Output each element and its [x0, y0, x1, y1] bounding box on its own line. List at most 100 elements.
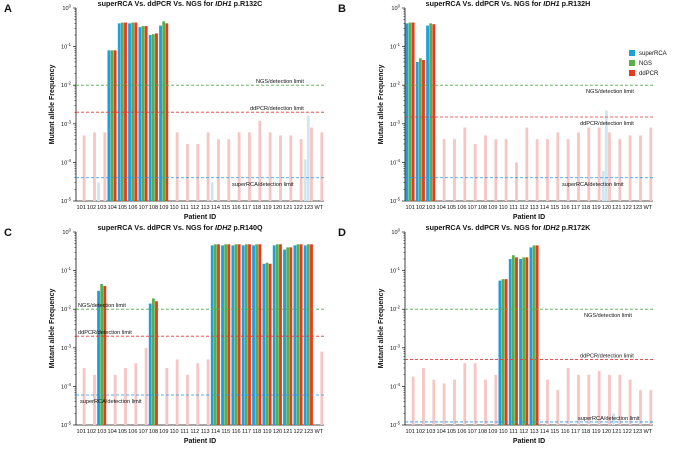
x-tick-label: 112 [190, 205, 199, 211]
y-tick-label: 100 [62, 4, 71, 13]
bar-ddpcr-115 [556, 132, 560, 201]
bar-superrca-104 [107, 50, 111, 201]
bar-ddpcr-120 [279, 135, 282, 201]
x-tick-label: 105 [118, 205, 127, 211]
x-tick-label: 112 [519, 205, 528, 211]
bar-ngs-102 [418, 58, 422, 201]
bar-ngs-117 [244, 244, 248, 425]
bar-superrca-119 [262, 263, 266, 425]
y-tick-label: 10-1 [61, 42, 72, 51]
panel-label: C [4, 227, 12, 239]
chart-title: superRCA Vs. ddPCR Vs. NGS for IDH2 p.R1… [97, 223, 263, 232]
bar-ddpcr-110 [175, 359, 179, 425]
x-tick-label: 103 [97, 205, 106, 211]
x-tick-label: 112 [519, 429, 528, 435]
x-tick-label: 115 [550, 429, 559, 435]
bar-ddpcr-110 [175, 132, 179, 201]
x-tick-label: 111 [180, 429, 189, 435]
bar-ngs-114 [213, 244, 217, 425]
bar-ddpcr-123 [639, 390, 642, 425]
detection-limit-label: ddPCR/detection limit [580, 353, 634, 359]
bar-superrca-114 [210, 245, 214, 425]
bar-ddpcr-113 [535, 245, 539, 425]
bar-ddpcr-111 [515, 162, 518, 201]
x-tick-label: 108 [149, 205, 158, 211]
x-tick-label: 114 [540, 205, 549, 211]
x-tick-label: 115 [221, 429, 230, 435]
x-tick-label: 111 [509, 205, 518, 211]
bar-ddpcr-103 [103, 285, 107, 425]
bar-ddpcr-108 [484, 379, 487, 425]
bar-ngs-103 [429, 23, 433, 201]
bar-ddpcr-102 [93, 374, 96, 425]
x-tick-label: 102 [416, 205, 425, 211]
bar-superrca-103 [97, 290, 100, 425]
legend-swatch-ddpcr [629, 70, 635, 76]
x-tick-label: 111 [509, 429, 518, 435]
bar-ddpcr-118 [258, 120, 262, 201]
bar-ddpcr-117 [248, 132, 251, 201]
bar-ddpcr-114 [546, 139, 549, 201]
bar-ddpcr-111 [515, 257, 518, 425]
bar-superrca-112 [519, 258, 522, 425]
x-tick-label: WT [314, 429, 323, 435]
bar-ddpcr-WT [320, 132, 324, 201]
x-tick-label: 103 [426, 205, 435, 211]
bar-ddpcr-120 [279, 244, 282, 425]
title-mutation: p.R132C [232, 0, 263, 8]
y-tick-label: 10-3 [61, 119, 72, 128]
title-prefix: superRCA Vs. ddPCR Vs. NGS for [426, 0, 544, 8]
bar-ddpcr-WT [320, 351, 324, 425]
x-tick-label: 115 [221, 205, 230, 211]
y-tick-label: 100 [391, 228, 400, 237]
bar-ddpcr-106 [134, 22, 138, 202]
y-tick-label: 10-2 [390, 305, 401, 314]
bar-superrca-103 [97, 182, 100, 201]
detection-limit-label: NGS/detection limit [256, 79, 304, 85]
bar-ddpcr-107 [473, 143, 477, 201]
x-tick-label: 121 [283, 429, 292, 435]
bar-superrca-107 [138, 27, 142, 201]
x-tick-label: 104 [436, 205, 445, 211]
y-tick-label: 10-5 [390, 421, 401, 430]
bar-ddpcr-122 [299, 139, 303, 201]
bar-superrca-108 [148, 34, 152, 202]
bar-ngs-123 [306, 244, 310, 425]
x-tick-label: 122 [293, 205, 302, 211]
bar-ddpcr-103 [103, 132, 107, 201]
bar-ddpcr-122 [628, 379, 632, 425]
x-tick-label: 104 [436, 429, 445, 435]
bar-ddpcr-115 [227, 244, 231, 425]
bar-ddpcr-116 [237, 244, 241, 425]
bar-ddpcr-112 [196, 143, 200, 201]
bar-ddpcr-108 [155, 301, 158, 425]
title-gene: IDH2 [215, 223, 231, 232]
x-tick-label: 117 [571, 205, 580, 211]
bar-ddpcr-108 [484, 135, 487, 201]
x-tick-label: 102 [416, 429, 425, 435]
x-tick-label: 107 [467, 205, 476, 211]
bar-superrca-102 [415, 61, 419, 202]
bar-superrca-103 [426, 25, 429, 202]
bar-ddpcr-107 [144, 347, 148, 425]
bar-ddpcr-104 [113, 50, 117, 201]
bar-ddpcr-101 [82, 367, 86, 425]
legend: superRCA NGS ddPCR [629, 50, 667, 77]
bar-ngs-120 [275, 244, 279, 425]
detection-limit-label: superRCA/detection limit [562, 182, 624, 188]
title-gene: IDH1 [543, 0, 559, 8]
bar-superrca-114 [210, 182, 214, 201]
y-tick-label: 100 [391, 4, 400, 13]
bar-ngs-104 [110, 50, 114, 201]
x-tick-label: 110 [499, 205, 508, 211]
panel-label: A [4, 3, 12, 15]
bar-ddpcr-111 [186, 374, 189, 425]
bar-ddpcr-113 [206, 359, 210, 425]
detection-limit-label: superRCA/detection limit [578, 416, 640, 422]
title-mutation: p.R172K [560, 223, 592, 232]
bar-ddpcr-109 [165, 367, 169, 425]
